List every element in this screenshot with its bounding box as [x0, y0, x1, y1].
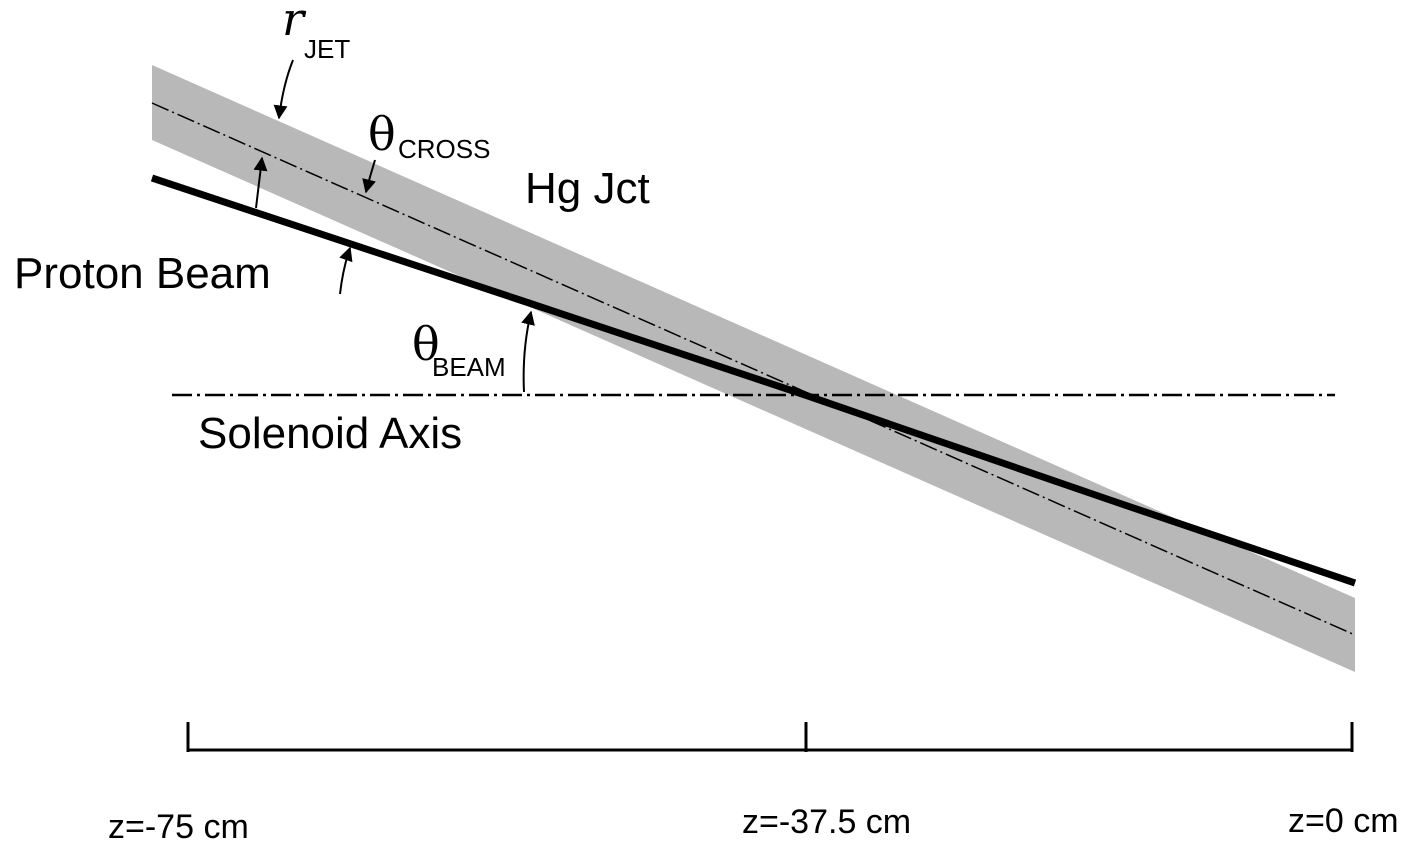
svg-text:θ CROSS: θ CROSS: [368, 107, 490, 164]
z-tick-label-end: z=0 cm: [1288, 802, 1399, 840]
proton-beam-label: Proton Beam: [14, 249, 271, 298]
jet-radius-arrow: [253, 156, 268, 209]
proton-beam-line: [150, 174, 1357, 587]
z-tick-label-mid: z=-37.5 cm: [742, 803, 911, 841]
theta-beam-symbol: θ: [412, 317, 440, 371]
z-tick-label-start: z=-75 cm: [108, 808, 249, 842]
theta-beam-arc: [521, 310, 535, 393]
theta-beam-subscript: BEAM: [432, 352, 506, 382]
theta-cross-arc: [339, 246, 353, 295]
theta-cross-leader: [362, 159, 376, 194]
r-jet-symbol: r: [282, 0, 307, 46]
svg-text:r JET: r JET: [282, 0, 350, 64]
jet-centerline: [151, 102, 1356, 636]
theta-cross-symbol: θ: [368, 107, 396, 161]
z-scale-bar: [186, 722, 1354, 752]
hg-jet-label: Hg Jct: [525, 164, 650, 213]
r-jet-arrow: [273, 59, 294, 120]
svg-text:θ BEAM: θ BEAM: [412, 317, 506, 382]
r-jet-subscript: JET: [304, 34, 350, 64]
solenoid-axis-label: Solenoid Axis: [198, 409, 462, 458]
theta-cross-subscript: CROSS: [398, 134, 490, 164]
